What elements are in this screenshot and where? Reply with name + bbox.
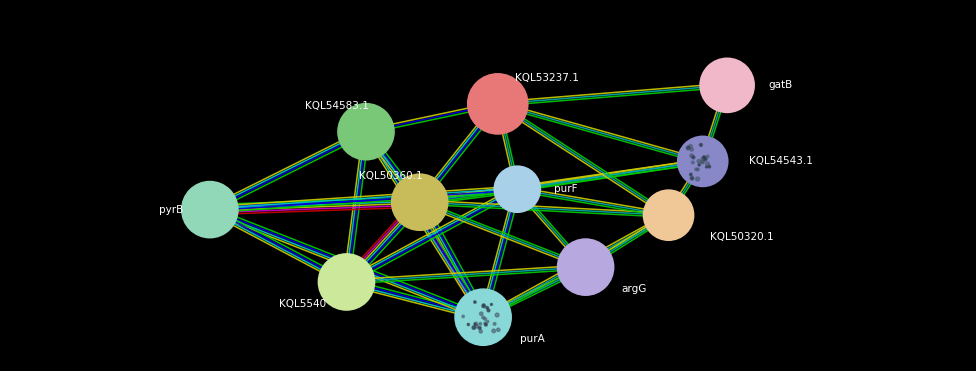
Point (456, 313, 471, 319)
Point (699, 164, 714, 170)
Point (468, 299, 483, 305)
Point (702, 164, 717, 170)
Point (684, 175, 700, 181)
Point (684, 153, 700, 159)
Point (484, 302, 500, 308)
Point (685, 154, 701, 160)
Point (487, 321, 503, 327)
Point (685, 154, 701, 160)
Circle shape (468, 74, 528, 134)
Point (472, 321, 488, 327)
Point (472, 325, 488, 331)
Point (693, 142, 709, 148)
Text: KQL5540: KQL5540 (279, 299, 326, 309)
Point (479, 305, 495, 311)
Point (691, 162, 707, 168)
Circle shape (557, 239, 614, 295)
Point (697, 156, 712, 162)
Circle shape (700, 58, 754, 112)
Text: purA: purA (519, 335, 545, 344)
Point (468, 299, 483, 305)
Circle shape (677, 137, 728, 186)
Circle shape (182, 182, 238, 237)
Point (684, 147, 700, 152)
Point (461, 322, 476, 328)
Point (477, 316, 493, 322)
Point (468, 321, 483, 327)
Point (475, 315, 491, 321)
Point (695, 156, 711, 162)
Point (698, 157, 713, 162)
Point (696, 154, 712, 160)
Point (680, 145, 696, 151)
Point (478, 322, 494, 328)
Point (481, 308, 497, 313)
Text: KQL54583.1: KQL54583.1 (305, 101, 369, 111)
Point (479, 305, 495, 311)
Point (691, 158, 707, 164)
Text: argG: argG (622, 285, 647, 294)
Text: KQL50360.1: KQL50360.1 (358, 171, 423, 181)
Point (473, 311, 489, 317)
Point (476, 303, 492, 309)
Point (695, 159, 711, 165)
Text: KQL54543.1: KQL54543.1 (749, 157, 813, 166)
Circle shape (318, 254, 375, 310)
Point (468, 321, 484, 327)
Point (466, 325, 481, 331)
Text: KQL50320.1: KQL50320.1 (710, 233, 774, 242)
Text: pyrB: pyrB (159, 205, 183, 214)
Point (468, 321, 483, 327)
Circle shape (643, 190, 694, 240)
Point (700, 161, 715, 167)
Point (489, 312, 505, 318)
Text: gatB: gatB (769, 81, 793, 90)
Point (697, 156, 712, 162)
Point (680, 145, 696, 151)
Point (472, 325, 488, 331)
Point (699, 164, 714, 170)
Point (481, 308, 497, 313)
Point (691, 162, 707, 168)
Point (461, 322, 476, 328)
Point (478, 322, 494, 328)
Point (491, 327, 507, 333)
Point (477, 321, 493, 326)
Point (688, 167, 704, 173)
Circle shape (494, 166, 541, 212)
Text: purF: purF (554, 184, 578, 194)
Point (476, 303, 492, 309)
Point (702, 164, 717, 170)
Point (690, 176, 706, 182)
Point (683, 171, 699, 177)
Point (473, 328, 489, 334)
Point (486, 328, 502, 334)
Point (484, 302, 500, 308)
Point (700, 154, 715, 160)
Text: KQL53237.1: KQL53237.1 (514, 73, 579, 83)
Point (480, 319, 496, 325)
Point (469, 324, 485, 329)
Point (685, 160, 701, 165)
Circle shape (455, 289, 511, 345)
Point (684, 175, 700, 181)
Point (696, 154, 712, 160)
Point (693, 142, 709, 148)
Circle shape (338, 104, 394, 160)
Point (466, 325, 481, 331)
Point (690, 167, 706, 173)
Point (695, 159, 711, 165)
Point (476, 302, 492, 308)
Point (683, 171, 699, 177)
Point (697, 154, 712, 160)
Point (682, 143, 698, 149)
Circle shape (391, 174, 448, 230)
